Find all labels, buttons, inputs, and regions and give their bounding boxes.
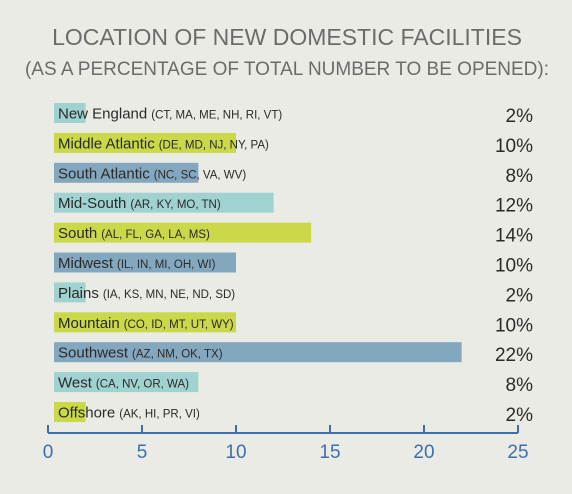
category-name: Mountain [58, 315, 120, 332]
bar [54, 342, 462, 363]
bar-row: Midwest (IL, IN, MI, OH, WI) 10% [54, 252, 533, 277]
category-states: (AK, HI, PR, VI) [119, 409, 200, 421]
value-label: 2% [506, 285, 534, 306]
category-label: Middle Atlantic (DE, MD, NJ, NY, PA) [58, 135, 269, 152]
bar-row: Mid-South (AR, KY, MO, TN) 12% [54, 192, 533, 217]
category-name: South [58, 225, 97, 242]
category-label: Plains (IA, KS, MN, NE, ND, SD) [58, 285, 235, 302]
x-tick-label: 0 [43, 442, 54, 463]
bar [54, 282, 86, 303]
bar [54, 252, 236, 273]
value-label: 10% [495, 315, 533, 336]
bar-row: Plains (IA, KS, MN, NE, ND, SD) 2% [54, 282, 533, 306]
category-name: New England [58, 106, 147, 123]
category-name: Southwest [58, 345, 129, 362]
value-label: 2% [506, 106, 534, 127]
category-states: (DE, MD, NJ, NY, PA) [159, 139, 269, 151]
category-label: Offshore (AK, HI, PR, VI) [58, 405, 200, 422]
chart-subtitle: (AS A PERCENTAGE OF TOTAL NUMBER TO BE O… [25, 59, 549, 80]
category-label: New England (CT, MA, ME, NH, RI, VT) [58, 106, 282, 123]
category-label: West (CA, NV, OR, WA) [58, 375, 189, 392]
category-label: Mid-South (AR, KY, MO, TN) [58, 195, 221, 212]
bar [54, 402, 86, 422]
value-label: 10% [495, 136, 533, 157]
value-label: 2% [506, 405, 534, 426]
category-name: Offshore [58, 405, 115, 422]
category-name: South Atlantic [58, 165, 150, 182]
category-name: West [58, 375, 93, 392]
category-label: South (AL, FL, GA, LA, MS) [58, 225, 210, 242]
x-tick-label: 15 [319, 442, 340, 463]
category-states: (AR, KY, MO, TN) [130, 199, 220, 211]
category-states: (CT, MA, ME, NH, RI, VT) [151, 110, 282, 122]
category-name: Middle Atlantic [58, 135, 155, 152]
value-label: 8% [506, 166, 534, 187]
category-states: (IA, KS, MN, NE, ND, SD) [103, 289, 235, 301]
category-label: Mountain (CO, ID, MT, UT, WY) [58, 315, 234, 332]
value-label: 14% [495, 226, 533, 247]
bar-row: New England (CT, MA, ME, NH, RI, VT) 2% [54, 103, 533, 127]
x-tick-label: 20 [413, 442, 434, 463]
category-states: (IL, IN, MI, OH, WI) [117, 259, 216, 271]
bar-row: Southwest (AZ, NM, OK, TX) 22% [54, 342, 533, 366]
bar [54, 162, 199, 183]
category-states: (CO, ID, MT, UT, WY) [124, 319, 234, 331]
category-name: Mid-South [58, 195, 126, 212]
category-states: (NC, SC, VA, WV) [154, 169, 247, 181]
category-label: Southwest (AZ, NM, OK, TX) [58, 345, 223, 362]
bar-row: South Atlantic (NC, SC, VA, WV) 8% [54, 162, 534, 187]
category-label: Midwest (IL, IN, MI, OH, WI) [58, 255, 216, 272]
bar [54, 222, 312, 243]
x-axis: 0 5 10 15 20 25 [43, 425, 529, 463]
category-name: Plains [58, 285, 99, 302]
x-tick-label: 25 [507, 442, 528, 463]
bars-layer: New England (CT, MA, ME, NH, RI, VT) 2% Mid… [54, 103, 533, 426]
category-label: South Atlantic (NC, SC, VA, WV) [58, 165, 246, 182]
category-states: (CA, NV, OR, WA) [96, 379, 189, 391]
value-label: 10% [495, 256, 533, 277]
bar [54, 192, 274, 213]
x-tick-label: 5 [137, 442, 148, 463]
bar-row: Offshore (AK, HI, PR, VI) 2% [54, 402, 533, 426]
x-tick-label: 10 [225, 442, 246, 463]
category-states: (AL, FL, GA, LA, MS) [101, 229, 210, 241]
bar [54, 372, 199, 393]
value-label: 8% [506, 375, 534, 396]
bar-row: Middle Atlantic (DE, MD, NJ, NY, PA) 10% [54, 132, 533, 157]
category-states: (AZ, NM, OK, TX) [132, 349, 223, 361]
bar-row: Mountain (CO, ID, MT, UT, WY) 10% [54, 312, 533, 336]
bar [54, 132, 236, 153]
bar [54, 312, 236, 333]
bar [54, 103, 86, 123]
value-label: 12% [495, 196, 533, 217]
bar-row: West (CA, NV, OR, WA) 8% [54, 372, 533, 396]
value-label: 22% [495, 345, 533, 366]
category-name: Midwest [58, 255, 114, 272]
chart-title: LOCATION OF NEW DOMESTIC FACILITIES [52, 24, 522, 50]
bar-row: South (AL, FL, GA, LA, MS) 14% [54, 222, 533, 247]
